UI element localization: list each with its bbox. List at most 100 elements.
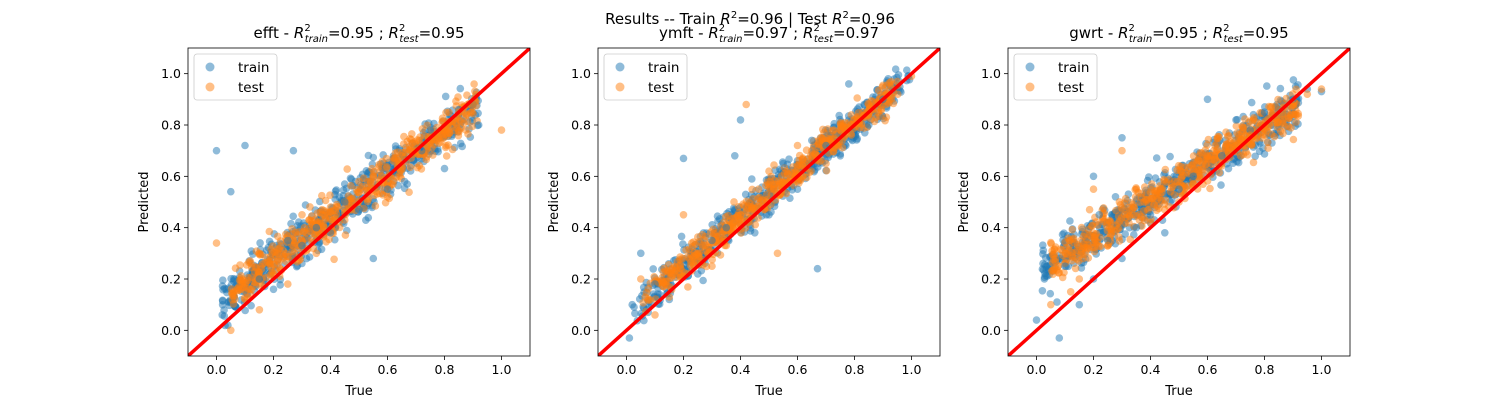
test-point: [885, 96, 894, 104]
test-point: [212, 239, 221, 247]
test-point: [1176, 166, 1184, 174]
y-axis-label: Predicted: [547, 171, 562, 232]
test-point: [355, 177, 363, 186]
test-point: [878, 83, 887, 91]
legend-test-marker: [1025, 82, 1035, 92]
test-point: [1132, 185, 1141, 193]
test-cloud: [639, 77, 902, 316]
test-point: [1089, 229, 1097, 237]
train-point: [391, 142, 400, 150]
train-point: [736, 116, 745, 124]
plot-area: [188, 48, 530, 356]
test-point: [877, 105, 885, 113]
title-sup-train: 2: [304, 23, 310, 34]
test-point: [668, 266, 676, 275]
train-point: [1066, 217, 1074, 225]
x-axis-ticks: 0.0 0.2 0.4 0.6 0.8 1.0: [617, 356, 921, 377]
axes-frame: [1007, 47, 1351, 357]
test-point: [258, 260, 267, 268]
title-test-value: =0.95: [1243, 24, 1289, 42]
train-point: [694, 270, 702, 278]
test-point: [1140, 214, 1148, 222]
test-point: [327, 215, 335, 224]
y-tick-label: 0.6: [981, 169, 1001, 184]
plot-area: [598, 48, 940, 356]
train-point: [1189, 172, 1198, 181]
test-point: [694, 249, 702, 258]
train-point: [1038, 287, 1047, 295]
train-point: [332, 186, 341, 194]
test-point: [1249, 158, 1258, 167]
test-point: [332, 210, 341, 218]
test-point: [1167, 183, 1176, 192]
train-point: [331, 235, 339, 244]
y-tick-label: 1.0: [981, 66, 1001, 81]
test-point: [1047, 300, 1055, 309]
train-point: [1060, 229, 1068, 237]
test-point: [659, 278, 668, 286]
test-point: [413, 163, 422, 172]
test-point: [1115, 233, 1123, 241]
train-point: [1251, 152, 1259, 161]
title-r-test: R: [803, 24, 813, 42]
y-axis-ticks: 0.0 0.2 0.4 0.6 0.8 1.0: [161, 66, 188, 338]
test-point: [1157, 185, 1165, 194]
title-r-train: R: [294, 24, 304, 42]
test-point: [1284, 113, 1292, 121]
test-point: [1204, 152, 1212, 161]
test-point: [1213, 145, 1222, 154]
test-point: [1261, 131, 1269, 139]
train-point: [1289, 76, 1298, 84]
y-tick-label: 0.4: [161, 220, 181, 235]
x-axis-ticks: 0.0 0.2 0.4 0.6 0.8 1.0: [1027, 356, 1331, 377]
legend-train-label: train: [1058, 60, 1089, 76]
test-point: [742, 100, 750, 109]
legend-frame: [603, 53, 688, 101]
panel-title: ymft - R2 train=0.97 ; R2 test=0.97: [659, 23, 879, 45]
test-point: [276, 237, 285, 245]
test-point: [1121, 219, 1129, 228]
test-point: [1072, 246, 1081, 255]
test-point: [1239, 150, 1248, 159]
legend-frame: [1013, 53, 1098, 101]
test-point: [1083, 245, 1092, 253]
y-tick-label: 0.6: [161, 169, 181, 184]
test-point: [1090, 247, 1099, 256]
legend: train test: [1013, 53, 1098, 101]
x-tick-label: 0.8: [845, 362, 865, 377]
train-point: [1042, 262, 1050, 271]
test-point: [1223, 132, 1232, 141]
train-point: [722, 223, 731, 232]
train-point: [298, 241, 306, 250]
test-point: [422, 155, 431, 164]
test-point: [333, 200, 341, 209]
test-point: [1292, 118, 1300, 126]
train-point: [765, 211, 773, 219]
test-point: [442, 152, 451, 160]
train-point: [793, 185, 802, 193]
test-point: [651, 311, 659, 319]
test-point: [754, 214, 762, 222]
test-point: [307, 212, 316, 220]
test-point: [1153, 195, 1162, 204]
train-point: [677, 232, 686, 241]
train-point: [1118, 134, 1126, 142]
test-point: [1160, 175, 1168, 184]
train-point: [441, 92, 450, 101]
test-point: [710, 229, 718, 237]
test-point: [1115, 224, 1123, 232]
test-point: [748, 205, 756, 214]
axes-frame: [187, 47, 531, 357]
test-point: [398, 152, 406, 160]
test-point: [1215, 168, 1224, 177]
suptitle-suffix: =0.96: [849, 10, 895, 28]
test-point: [330, 255, 338, 264]
test-point: [318, 191, 326, 200]
test-point: [1246, 117, 1254, 125]
train-point: [679, 240, 687, 248]
train-point: [748, 175, 756, 183]
test-point: [708, 262, 716, 271]
test-point: [844, 119, 853, 127]
test-point: [433, 136, 441, 145]
